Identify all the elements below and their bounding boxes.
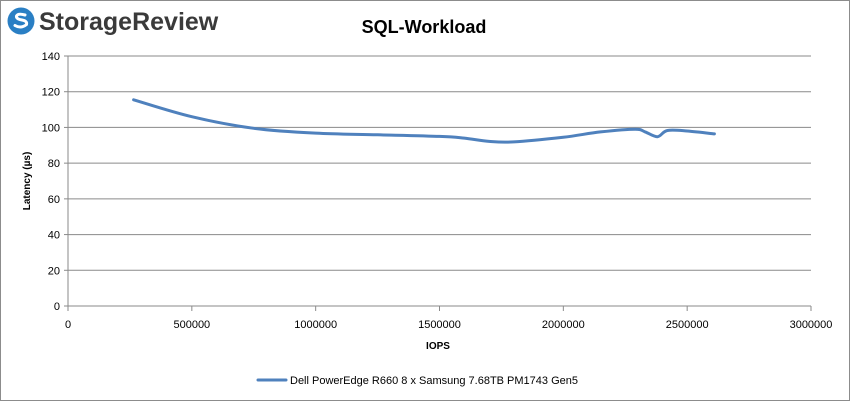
y-tick-label: 60 — [48, 194, 60, 206]
y-tick-label: 120 — [42, 87, 60, 99]
gridlines — [68, 55, 811, 271]
axes: 0 20 40 60 80 100 120 140 0 500000 1000000 1500000 2… — [42, 51, 833, 331]
logo-text: StorageReview — [39, 8, 219, 36]
x-tick-label: 1500000 — [418, 319, 461, 331]
series-layer — [132, 98, 716, 144]
y-axis-label: Latency (µs) — [22, 152, 33, 211]
x-tick-label: 0 — [65, 319, 71, 331]
x-axis-label: IOPS — [426, 341, 450, 352]
legend-entry-label: Dell PowerEdge R660 8 x Samsung 7.68TB P… — [290, 375, 578, 387]
x-tick-label: 3000000 — [790, 319, 833, 331]
series-line-0 — [132, 98, 716, 144]
legend: Dell PowerEdge R660 8 x Samsung 7.68TB P… — [256, 375, 578, 387]
y-tick-label: 140 — [42, 51, 60, 63]
storagereview-logo: StorageReview — [7, 7, 219, 36]
y-tick-label: 80 — [48, 158, 60, 170]
x-tick-label: 2000000 — [542, 319, 585, 331]
chart-title: SQL-Workload — [362, 17, 487, 37]
y-tick-label: 20 — [48, 265, 60, 277]
x-tick-label: 500000 — [173, 319, 210, 331]
y-tick-label: 40 — [48, 230, 60, 242]
y-tick-label: 0 — [54, 301, 60, 313]
x-tick-label: 1000000 — [294, 319, 337, 331]
y-tick-label: 100 — [42, 122, 60, 134]
logo-mark-icon — [7, 7, 35, 35]
x-tick-label: 2500000 — [666, 319, 709, 331]
